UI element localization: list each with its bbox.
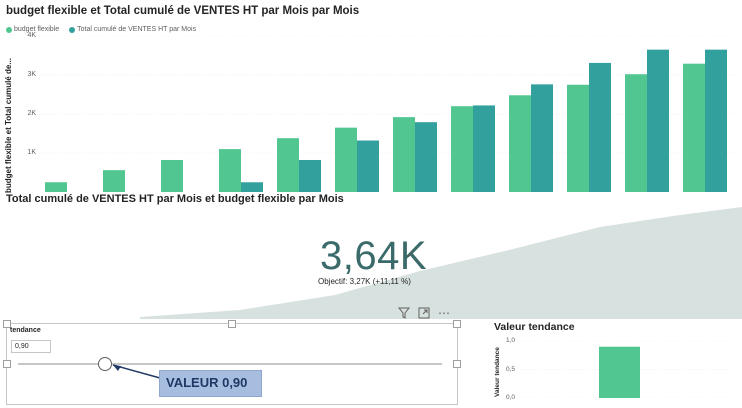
- chart2-ytick-label: 0,5: [506, 365, 516, 373]
- resize-handle-tr[interactable]: [453, 320, 461, 328]
- focus-mode-icon[interactable]: [416, 306, 432, 320]
- bar-budget-6[interactable]: [335, 127, 357, 192]
- resize-handle-tm[interactable]: [228, 320, 236, 328]
- bar-budget-2[interactable]: [103, 170, 125, 192]
- legend-dot-total: [69, 26, 76, 33]
- filter-icon[interactable]: [396, 306, 412, 320]
- chart1-y-axis-label: budget flexible et Total cumulé de...: [4, 58, 13, 193]
- callout-arrow: [112, 364, 161, 379]
- chart1-legend[interactable]: budget flexible Total cumulé de VENTES H…: [6, 26, 196, 33]
- resize-handle-ml[interactable]: [3, 360, 11, 368]
- kpi-goal: Objectif: 3,27K (+11,11 %): [318, 277, 411, 286]
- visual-toolbar: ⋯: [396, 306, 452, 320]
- chart2-ytick-label: 1,0: [506, 337, 516, 344]
- bar-budget-9[interactable]: [509, 95, 531, 192]
- bar-budget-4[interactable]: [219, 149, 241, 192]
- value-callout: VALEUR 0,90: [159, 370, 262, 397]
- bar-total-11[interactable]: [647, 49, 669, 192]
- bar-total-4[interactable]: [241, 182, 263, 192]
- kpi-value: 3,64K: [320, 234, 428, 278]
- legend-item-total[interactable]: Total cumulé de VENTES HT par Mois: [69, 26, 196, 33]
- bar-total-8[interactable]: [473, 105, 495, 192]
- kpi-check-icon: ✓: [407, 249, 415, 259]
- legend-dot-budget: [6, 26, 12, 33]
- more-options-icon[interactable]: ⋯: [438, 306, 450, 320]
- bar-total-5[interactable]: [299, 160, 321, 192]
- resize-handle-tl[interactable]: [3, 320, 11, 328]
- bar-budget-12[interactable]: [683, 63, 705, 192]
- slicer-label: tendance: [10, 327, 41, 334]
- chart1-ytick-label: 1K: [27, 149, 36, 156]
- chart1-ytick-label: 2K: [27, 110, 36, 117]
- chart1-title: budget flexible et Total cumulé de VENTE…: [6, 5, 360, 17]
- slider-track[interactable]: [18, 363, 442, 365]
- kpi-trend-area: [140, 207, 742, 319]
- chart1-plot[interactable]: [40, 36, 736, 192]
- bar-budget-1[interactable]: [45, 182, 67, 192]
- bar-total-10[interactable]: [589, 62, 611, 192]
- chart1-ytick-label: 3K: [27, 71, 36, 78]
- chart2-ytick-label: 0,0: [506, 394, 516, 401]
- legend-label-budget: budget flexible: [14, 26, 60, 33]
- bar-total-9[interactable]: [531, 84, 553, 192]
- bar-budget-11[interactable]: [625, 74, 647, 192]
- bar-budget-5[interactable]: [277, 138, 299, 192]
- bar-budget-8[interactable]: [451, 106, 473, 192]
- chart2-plot[interactable]: [520, 341, 730, 398]
- bar-budget-7[interactable]: [393, 117, 415, 192]
- slider-thumb[interactable]: [98, 357, 112, 371]
- bar-budget-10[interactable]: [567, 84, 589, 192]
- kpi-area-shape: [140, 207, 742, 319]
- legend-item-budget[interactable]: budget flexible: [6, 26, 59, 33]
- chart2-title: Valeur tendance: [494, 321, 575, 333]
- bar-total-12[interactable]: [705, 49, 727, 192]
- slicer-value-input[interactable]: 0,90: [11, 340, 51, 353]
- kpi-title: Total cumulé de VENTES HT par Mois et bu…: [6, 193, 344, 205]
- bar-budget-3[interactable]: [161, 160, 183, 192]
- chart2-y-ticks: 0,0 0,5 1,0: [500, 0, 520, 408]
- chart1-ytick-label: 4K: [27, 32, 36, 39]
- legend-label-total: Total cumulé de VENTES HT par Mois: [77, 26, 197, 33]
- chart1-y-ticks: 1K 2K 3K 4K: [16, 0, 38, 200]
- bar-valeur-tendance[interactable]: [599, 346, 640, 398]
- bar-total-6[interactable]: [357, 140, 379, 192]
- bar-total-7[interactable]: [415, 122, 437, 192]
- resize-handle-mr[interactable]: [453, 360, 461, 368]
